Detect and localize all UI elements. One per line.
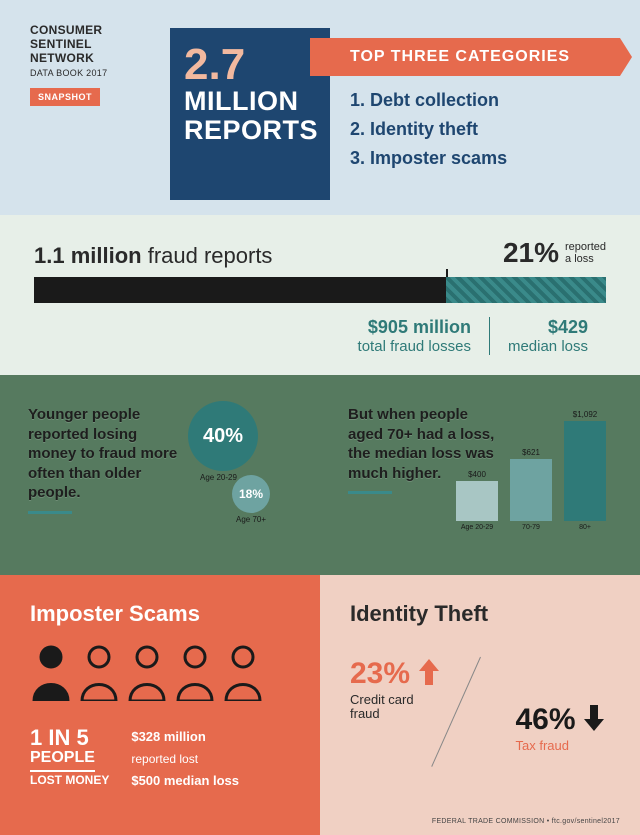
- categories-list: 1. Debt collection 2. Identity theft 3. …: [350, 86, 507, 172]
- reports-block: 2.7 MILLIONREPORTS: [170, 28, 330, 200]
- snapshot-badge: SNAPSHOT: [30, 88, 100, 106]
- age-bar: $1,092 80+: [564, 410, 606, 531]
- footer-text: FEDERAL TRADE COMMISSION • ftc.gov/senti…: [432, 818, 620, 825]
- age-left: Younger people reported losing money to …: [0, 375, 320, 575]
- person-icon: [30, 645, 72, 706]
- category-item: 1. Debt collection: [350, 86, 507, 115]
- circle-old: 18%: [232, 475, 270, 513]
- imposter-ratio: 1 IN 5 PEOPLE LOST MONEY: [30, 726, 109, 788]
- bottom-section: Imposter Scams 1 IN 5 PEOPLE LOST MONEY …: [0, 575, 640, 835]
- identity-down-stat: 46% Tax fraud: [516, 703, 605, 753]
- fraud-headline: 1.1 million fraud reports: [34, 243, 272, 269]
- person-icon: [174, 645, 216, 706]
- identity-up-label: Credit cardfraud: [350, 693, 439, 722]
- age-bar: $621 70-79: [510, 448, 552, 531]
- divider-line: [431, 657, 481, 767]
- age-left-text: Younger people reported losing money to …: [28, 405, 183, 503]
- org-subtitle: DATA BOOK 2017: [30, 68, 145, 78]
- circle-young: 40%: [188, 401, 258, 471]
- age-section: Younger people reported losing money to …: [0, 375, 640, 575]
- age-bar-chart: $400 Age 20-29 $621 70-79 $1,092 80+: [456, 410, 606, 531]
- fraud-stat-median: $429median loss: [490, 317, 606, 355]
- circle-old-label: Age 70+: [236, 515, 266, 524]
- person-icon: [222, 645, 264, 706]
- underline-icon: [348, 491, 392, 494]
- people-icons: [30, 645, 294, 706]
- arrow-down-icon: [584, 705, 604, 736]
- underline-icon: [28, 511, 72, 514]
- fraud-section: 1.1 million fraud reports 21% reporteda …: [0, 215, 640, 375]
- header-section: CONSUMER SENTINEL NETWORK DATA BOOK 2017…: [0, 0, 640, 215]
- identity-panel: Identity Theft 23% Credit cardfraud 46% …: [320, 575, 640, 835]
- imposter-stats: $328 millionreported lost $500 median lo…: [131, 726, 239, 792]
- identity-up-stat: 23% Credit cardfraud: [350, 657, 439, 722]
- categories-banner: TOP THREE CATEGORIES: [310, 38, 620, 76]
- identity-down-label: Tax fraud: [516, 739, 605, 753]
- circle-young-label: Age 20-29: [200, 473, 237, 482]
- fraud-pct-label: reporteda loss: [565, 241, 606, 265]
- infographic: CONSUMER SENTINEL NETWORK DATA BOOK 2017…: [0, 0, 640, 835]
- org-block: CONSUMER SENTINEL NETWORK DATA BOOK 2017…: [30, 24, 145, 106]
- arrow-up-icon: [419, 659, 439, 690]
- person-icon: [78, 645, 120, 706]
- age-bar: $400 Age 20-29: [456, 470, 498, 531]
- identity-title: Identity Theft: [350, 601, 614, 627]
- reports-number: 2.7: [184, 46, 318, 83]
- imposter-title: Imposter Scams: [30, 601, 294, 627]
- age-right: But when people aged 70+ had a loss, the…: [320, 375, 640, 575]
- category-item: 3. Imposter scams: [350, 144, 507, 173]
- fraud-bar: [34, 277, 606, 303]
- fraud-stats: $905 milliontotal fraud losses $429media…: [34, 317, 606, 355]
- fraud-pct: 21% reporteda loss: [503, 237, 606, 269]
- person-icon: [126, 645, 168, 706]
- reports-text: MILLIONREPORTS: [184, 87, 318, 144]
- fraud-bar-tick: [446, 269, 448, 277]
- imposter-panel: Imposter Scams 1 IN 5 PEOPLE LOST MONEY …: [0, 575, 320, 835]
- fraud-stat-total: $905 milliontotal fraud losses: [340, 317, 490, 355]
- org-title: CONSUMER SENTINEL NETWORK: [30, 24, 145, 65]
- fraud-bar-fill: [34, 277, 446, 303]
- category-item: 2. Identity theft: [350, 115, 507, 144]
